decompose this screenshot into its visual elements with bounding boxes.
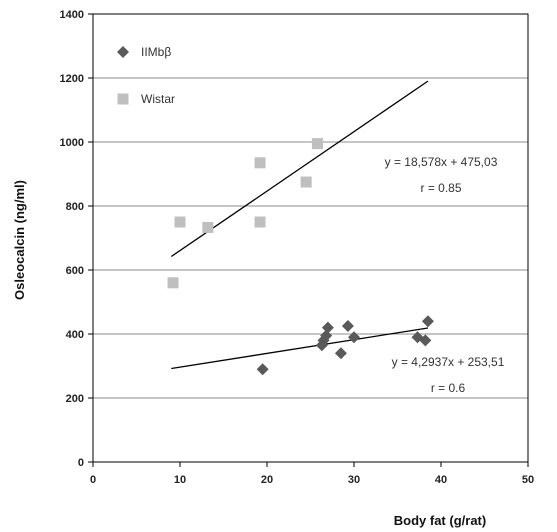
point-s1-5 (300, 176, 312, 188)
y-tick-label-5: 1000 (60, 137, 84, 149)
r-label-1: r = 0.85 (420, 181, 461, 195)
x-tick-label-5: 50 (522, 474, 534, 486)
y-tick-label-6: 1200 (60, 73, 84, 85)
trendline-1 (170, 80, 429, 258)
legend-marker-1 (117, 93, 129, 105)
y-tick-label-3: 600 (66, 265, 84, 277)
point-s0-5 (334, 347, 347, 360)
x-tick-label-3: 30 (348, 474, 360, 486)
y-axis-title: Osleocalcin (ng/ml) (12, 180, 27, 300)
r-label-0: r = 0.6 (431, 381, 466, 395)
point-s0-0 (256, 363, 269, 376)
equation-label-0: y = 4,2937x + 253,51 (392, 355, 505, 369)
y-tick-label-2: 400 (66, 329, 84, 341)
plot-frame (92, 13, 529, 463)
point-s0-7 (348, 331, 360, 344)
point-s0-6 (341, 320, 354, 332)
point-s1-1 (174, 216, 186, 228)
annotations: y = 4,2937x + 253,51 r = 0.6 y = 18,578x +… (385, 155, 505, 395)
point-s0-3 (320, 329, 333, 342)
x-tick-label-2: 20 (261, 474, 273, 486)
point-s0-4 (321, 321, 334, 334)
axes (88, 13, 529, 467)
data-points (167, 138, 434, 376)
point-s0-9 (419, 334, 432, 347)
point-s1-2 (202, 221, 214, 233)
point-s1-3 (254, 157, 266, 169)
point-s1-6 (311, 138, 323, 150)
tick-labels: 0 200 400 600 800 1000 1200 1400 0 10 20 30 40 50 (60, 9, 535, 486)
point-s0-10 (421, 315, 434, 328)
y-tick-label-0: 0 (78, 457, 84, 469)
point-s1-0 (167, 277, 179, 289)
legend-label-1: Wistar (141, 92, 175, 106)
legend-label-0: IIMbβ (141, 45, 171, 59)
legend: IIMbβ Wistar (117, 45, 175, 106)
x-tick-label-4: 40 (435, 474, 447, 486)
trendline-0 (171, 327, 429, 370)
y-tick-label-7: 1400 (60, 9, 84, 21)
x-axis-title: Body fat (g/rat) (394, 513, 486, 528)
y-tick-label-4: 800 (66, 201, 84, 213)
x-tick-label-0: 0 (90, 474, 96, 486)
trendlines (170, 80, 429, 370)
y-tick-label-1: 200 (66, 393, 84, 405)
legend-marker-0 (117, 46, 129, 58)
point-s1-4 (254, 216, 266, 228)
x-tick-label-1: 10 (174, 474, 186, 486)
gridlines (93, 13, 528, 399)
equation-label-1: y = 18,578x + 475,03 (385, 155, 498, 169)
